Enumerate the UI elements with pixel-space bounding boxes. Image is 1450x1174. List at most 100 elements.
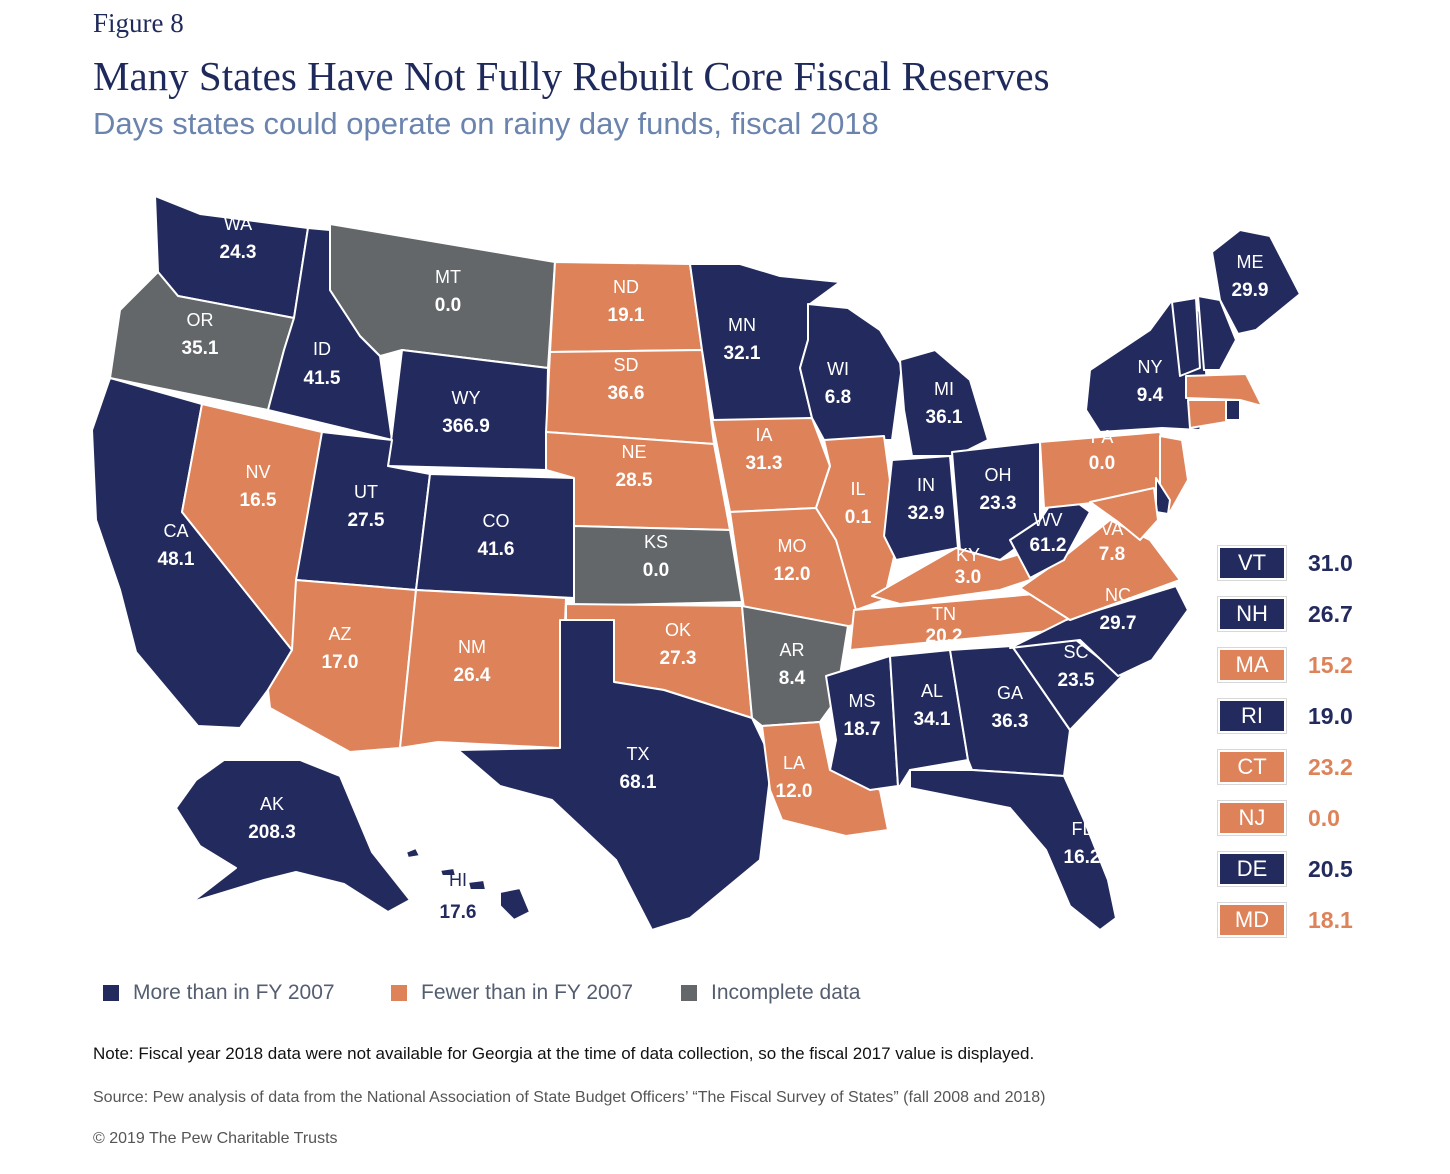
state-label-ia: IA bbox=[755, 425, 772, 445]
state-value-oh: 23.3 bbox=[980, 493, 1017, 514]
state-value-nd: 19.1 bbox=[608, 305, 645, 326]
state-shape-in bbox=[883, 455, 959, 561]
small-state-value: 23.2 bbox=[1308, 754, 1353, 780]
state-label-pa: PA bbox=[1091, 427, 1114, 447]
state-label-ar: AR bbox=[779, 640, 804, 660]
state-value-ak: 208.3 bbox=[248, 822, 296, 843]
state-label-wv: WV bbox=[1034, 510, 1063, 530]
state-value-il: 0.1 bbox=[845, 507, 872, 528]
state-label-mt: MT bbox=[435, 267, 461, 287]
state-value-ny: 9.4 bbox=[1137, 385, 1164, 406]
copyright-text: © 2019 The Pew Charitable Trusts bbox=[93, 1130, 338, 1147]
state-value-al: 34.1 bbox=[914, 709, 951, 730]
state-value-wv: 61.2 bbox=[1030, 535, 1067, 556]
state-value-co: 41.6 bbox=[478, 539, 515, 560]
legend-swatch bbox=[681, 985, 697, 1001]
state-value-ga: 36.3 bbox=[992, 711, 1029, 732]
state-shape-la bbox=[761, 721, 889, 837]
state-label-nd: ND bbox=[613, 277, 639, 297]
state-label-ak: AK bbox=[260, 794, 284, 814]
state-label-sc: SC bbox=[1063, 642, 1088, 662]
state-label-az: AZ bbox=[328, 624, 351, 644]
state-label-va: VA bbox=[1101, 519, 1124, 539]
state-value-wy: 366.9 bbox=[442, 416, 490, 437]
state-value-fl: 16.2 bbox=[1064, 847, 1101, 868]
state-shape-tx bbox=[457, 619, 773, 931]
note-text: Note: Fiscal year 2018 data were not ava… bbox=[93, 1044, 1035, 1063]
state-label-nc: NC bbox=[1105, 585, 1131, 605]
state-label-id: ID bbox=[313, 339, 331, 359]
state-label-nm: NM bbox=[458, 637, 486, 657]
state-label-ks: KS bbox=[644, 532, 668, 552]
state-label-ca: CA bbox=[163, 521, 188, 541]
state-label-tn: TN bbox=[932, 604, 956, 624]
state-label-mi: MI bbox=[934, 379, 954, 399]
state-label-me: ME bbox=[1237, 252, 1264, 272]
state-label-hi: HI bbox=[449, 870, 467, 890]
chart-subtitle: Days states could operate on rainy day f… bbox=[93, 106, 879, 141]
state-label-wy: WY bbox=[452, 388, 481, 408]
state-value-ky: 3.0 bbox=[955, 567, 981, 588]
state-shape-wv bbox=[1009, 489, 1091, 579]
state-shape-co bbox=[415, 473, 575, 599]
state-value-ut: 27.5 bbox=[348, 510, 385, 531]
small-state-value: 15.2 bbox=[1308, 652, 1353, 678]
state-label-mn: MN bbox=[728, 315, 756, 335]
state-value-ar: 8.4 bbox=[779, 668, 806, 689]
state-label-oh: OH bbox=[985, 465, 1012, 485]
state-shape-vt bbox=[1171, 297, 1201, 377]
state-label-al: AL bbox=[921, 681, 943, 701]
state-value-mt: 0.0 bbox=[435, 295, 461, 316]
state-label-fl: FL bbox=[1071, 819, 1092, 839]
small-state-row-ct: CT 23.2 bbox=[1217, 749, 1358, 785]
state-value-nv: 16.5 bbox=[240, 490, 277, 511]
state-value-pa: 0.0 bbox=[1089, 453, 1115, 474]
state-shape-md bbox=[1089, 487, 1159, 541]
small-state-row-de: DE 20.5 bbox=[1217, 851, 1358, 887]
small-state-row-nj: NJ 0.0 bbox=[1217, 800, 1358, 836]
chart-title: Many States Have Not Fully Rebuilt Core … bbox=[93, 53, 1050, 99]
state-shape-fl bbox=[909, 769, 1117, 931]
state-value-mi: 36.1 bbox=[926, 407, 963, 428]
state-value-sc: 23.5 bbox=[1058, 670, 1095, 691]
state-shape-ma bbox=[1185, 373, 1263, 407]
state-shape-ak bbox=[175, 759, 411, 913]
state-value-mn: 32.1 bbox=[724, 343, 761, 364]
small-state-row-nh: NH 26.7 bbox=[1217, 596, 1358, 632]
small-state-value: 31.0 bbox=[1308, 550, 1353, 576]
small-state-row-ma: MA 15.2 bbox=[1217, 647, 1358, 683]
state-shape-ks bbox=[573, 525, 743, 607]
state-value-ca: 48.1 bbox=[158, 549, 195, 570]
legend-label: More than in FY 2007 bbox=[133, 981, 335, 1004]
state-shape-hi bbox=[405, 847, 531, 921]
state-value-ia: 31.3 bbox=[746, 453, 783, 474]
state-value-hi: 17.6 bbox=[440, 902, 477, 923]
state-label-wa: WA bbox=[224, 214, 252, 234]
small-state-row-md: MD 18.1 bbox=[1217, 902, 1358, 938]
state-value-me: 29.9 bbox=[1232, 280, 1269, 301]
state-shape-mi bbox=[899, 349, 989, 457]
small-state-abbr: MD bbox=[1217, 902, 1287, 938]
small-state-value: 19.0 bbox=[1308, 703, 1353, 729]
state-value-ks: 0.0 bbox=[643, 560, 669, 581]
state-shape-ri bbox=[1225, 399, 1241, 421]
small-state-row-ri: RI 19.0 bbox=[1217, 698, 1358, 734]
state-value-tx: 68.1 bbox=[620, 772, 657, 793]
small-state-abbr: MA bbox=[1217, 647, 1287, 683]
state-value-ms: 18.7 bbox=[844, 719, 881, 740]
small-state-abbr: VT bbox=[1217, 545, 1287, 581]
legend-swatch bbox=[103, 985, 119, 1001]
small-state-abbr: RI bbox=[1217, 698, 1287, 734]
us-map: WA 24.3 OR 35.1 CA 48.1 NV 16.5 ID 41.5 MT 0.0 WY 366… bbox=[91, 195, 1301, 931]
legend-label: Fewer than in FY 2007 bbox=[421, 981, 634, 1004]
state-value-la: 12.0 bbox=[776, 781, 813, 802]
state-value-mo: 12.0 bbox=[774, 564, 811, 585]
state-label-or: OR bbox=[187, 310, 214, 330]
state-label-ut: UT bbox=[354, 482, 378, 502]
state-label-co: CO bbox=[483, 511, 510, 531]
state-label-ny: NY bbox=[1137, 357, 1162, 377]
state-label-ga: GA bbox=[997, 683, 1023, 703]
state-label-nv: NV bbox=[245, 462, 270, 482]
state-value-wa: 24.3 bbox=[220, 242, 257, 263]
small-state-abbr: NH bbox=[1217, 596, 1287, 632]
